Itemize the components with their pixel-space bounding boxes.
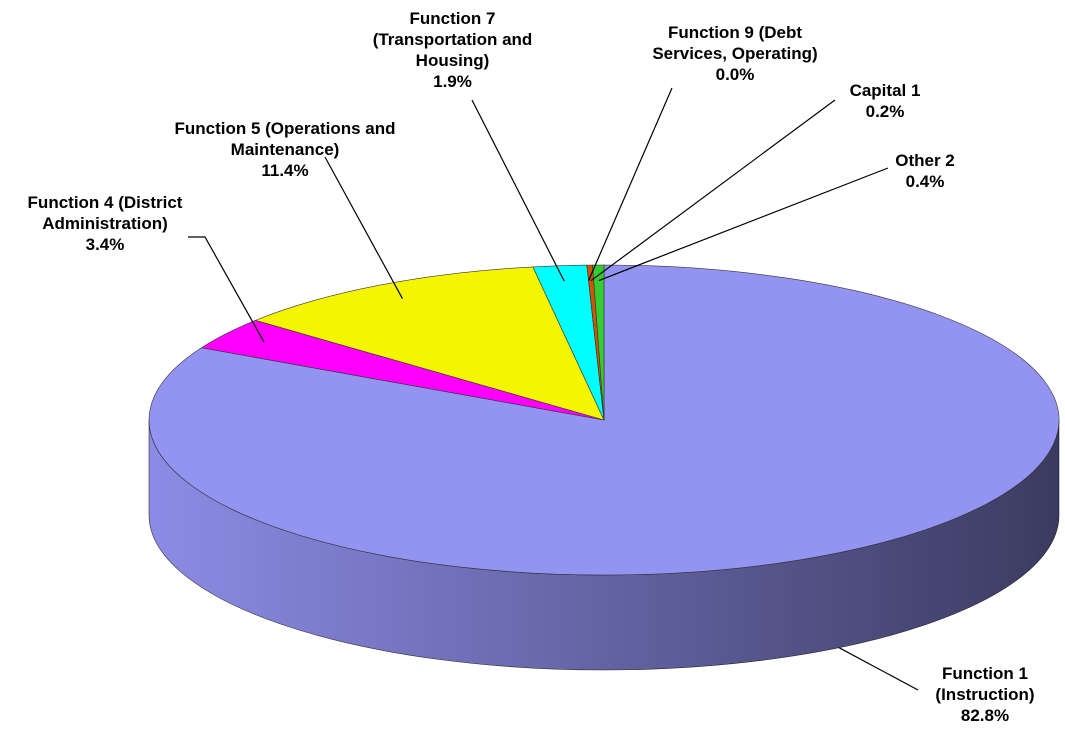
category-label: Other 2 xyxy=(895,151,955,170)
category-label: Function 1 (Instruction) xyxy=(935,664,1035,704)
value-label: 3.4% xyxy=(85,235,125,254)
leader-line xyxy=(471,99,565,282)
category-label: Function 7 (Transportation and Housing) xyxy=(372,9,533,70)
value-label: 82.8% xyxy=(960,706,1010,725)
leader-line xyxy=(590,99,836,282)
value-label: 0.4% xyxy=(905,172,945,191)
value-label: 11.4% xyxy=(261,161,309,180)
category-label: Function 9 (Debt Services, Operating) xyxy=(652,23,818,63)
slice-label: Function 1 (Instruction) 82.8% xyxy=(910,663,1060,726)
slice-label: Function 7 (Transportation and Housing) 1… xyxy=(355,8,550,92)
category-label: Function 4 (District Administration) xyxy=(27,193,183,233)
slice-label: Capital 1 0.2% xyxy=(825,80,945,122)
leader-line xyxy=(838,647,919,691)
slice-label: Function 4 (District Administration) 3.4% xyxy=(5,192,205,255)
leader-line xyxy=(188,236,265,343)
slice-label: Other 2 0.4% xyxy=(870,150,980,192)
slice-label: Function 5 (Operations and Maintenance) 1… xyxy=(160,118,410,181)
leader-line xyxy=(324,156,403,299)
category-label: Function 5 (Operations and Maintenance) xyxy=(174,119,396,159)
category-label: Capital 1 xyxy=(849,81,921,100)
pie-slice xyxy=(592,264,605,421)
value-label: 0.2% xyxy=(865,102,905,121)
slice-label: Function 9 (Debt Services, Operating) 0.0… xyxy=(640,22,830,85)
value-label: 0.0% xyxy=(715,65,755,84)
leader-line xyxy=(588,87,673,281)
value-label: 1.9% xyxy=(433,72,472,91)
pie-slice xyxy=(254,266,605,421)
leader-line xyxy=(598,167,889,282)
